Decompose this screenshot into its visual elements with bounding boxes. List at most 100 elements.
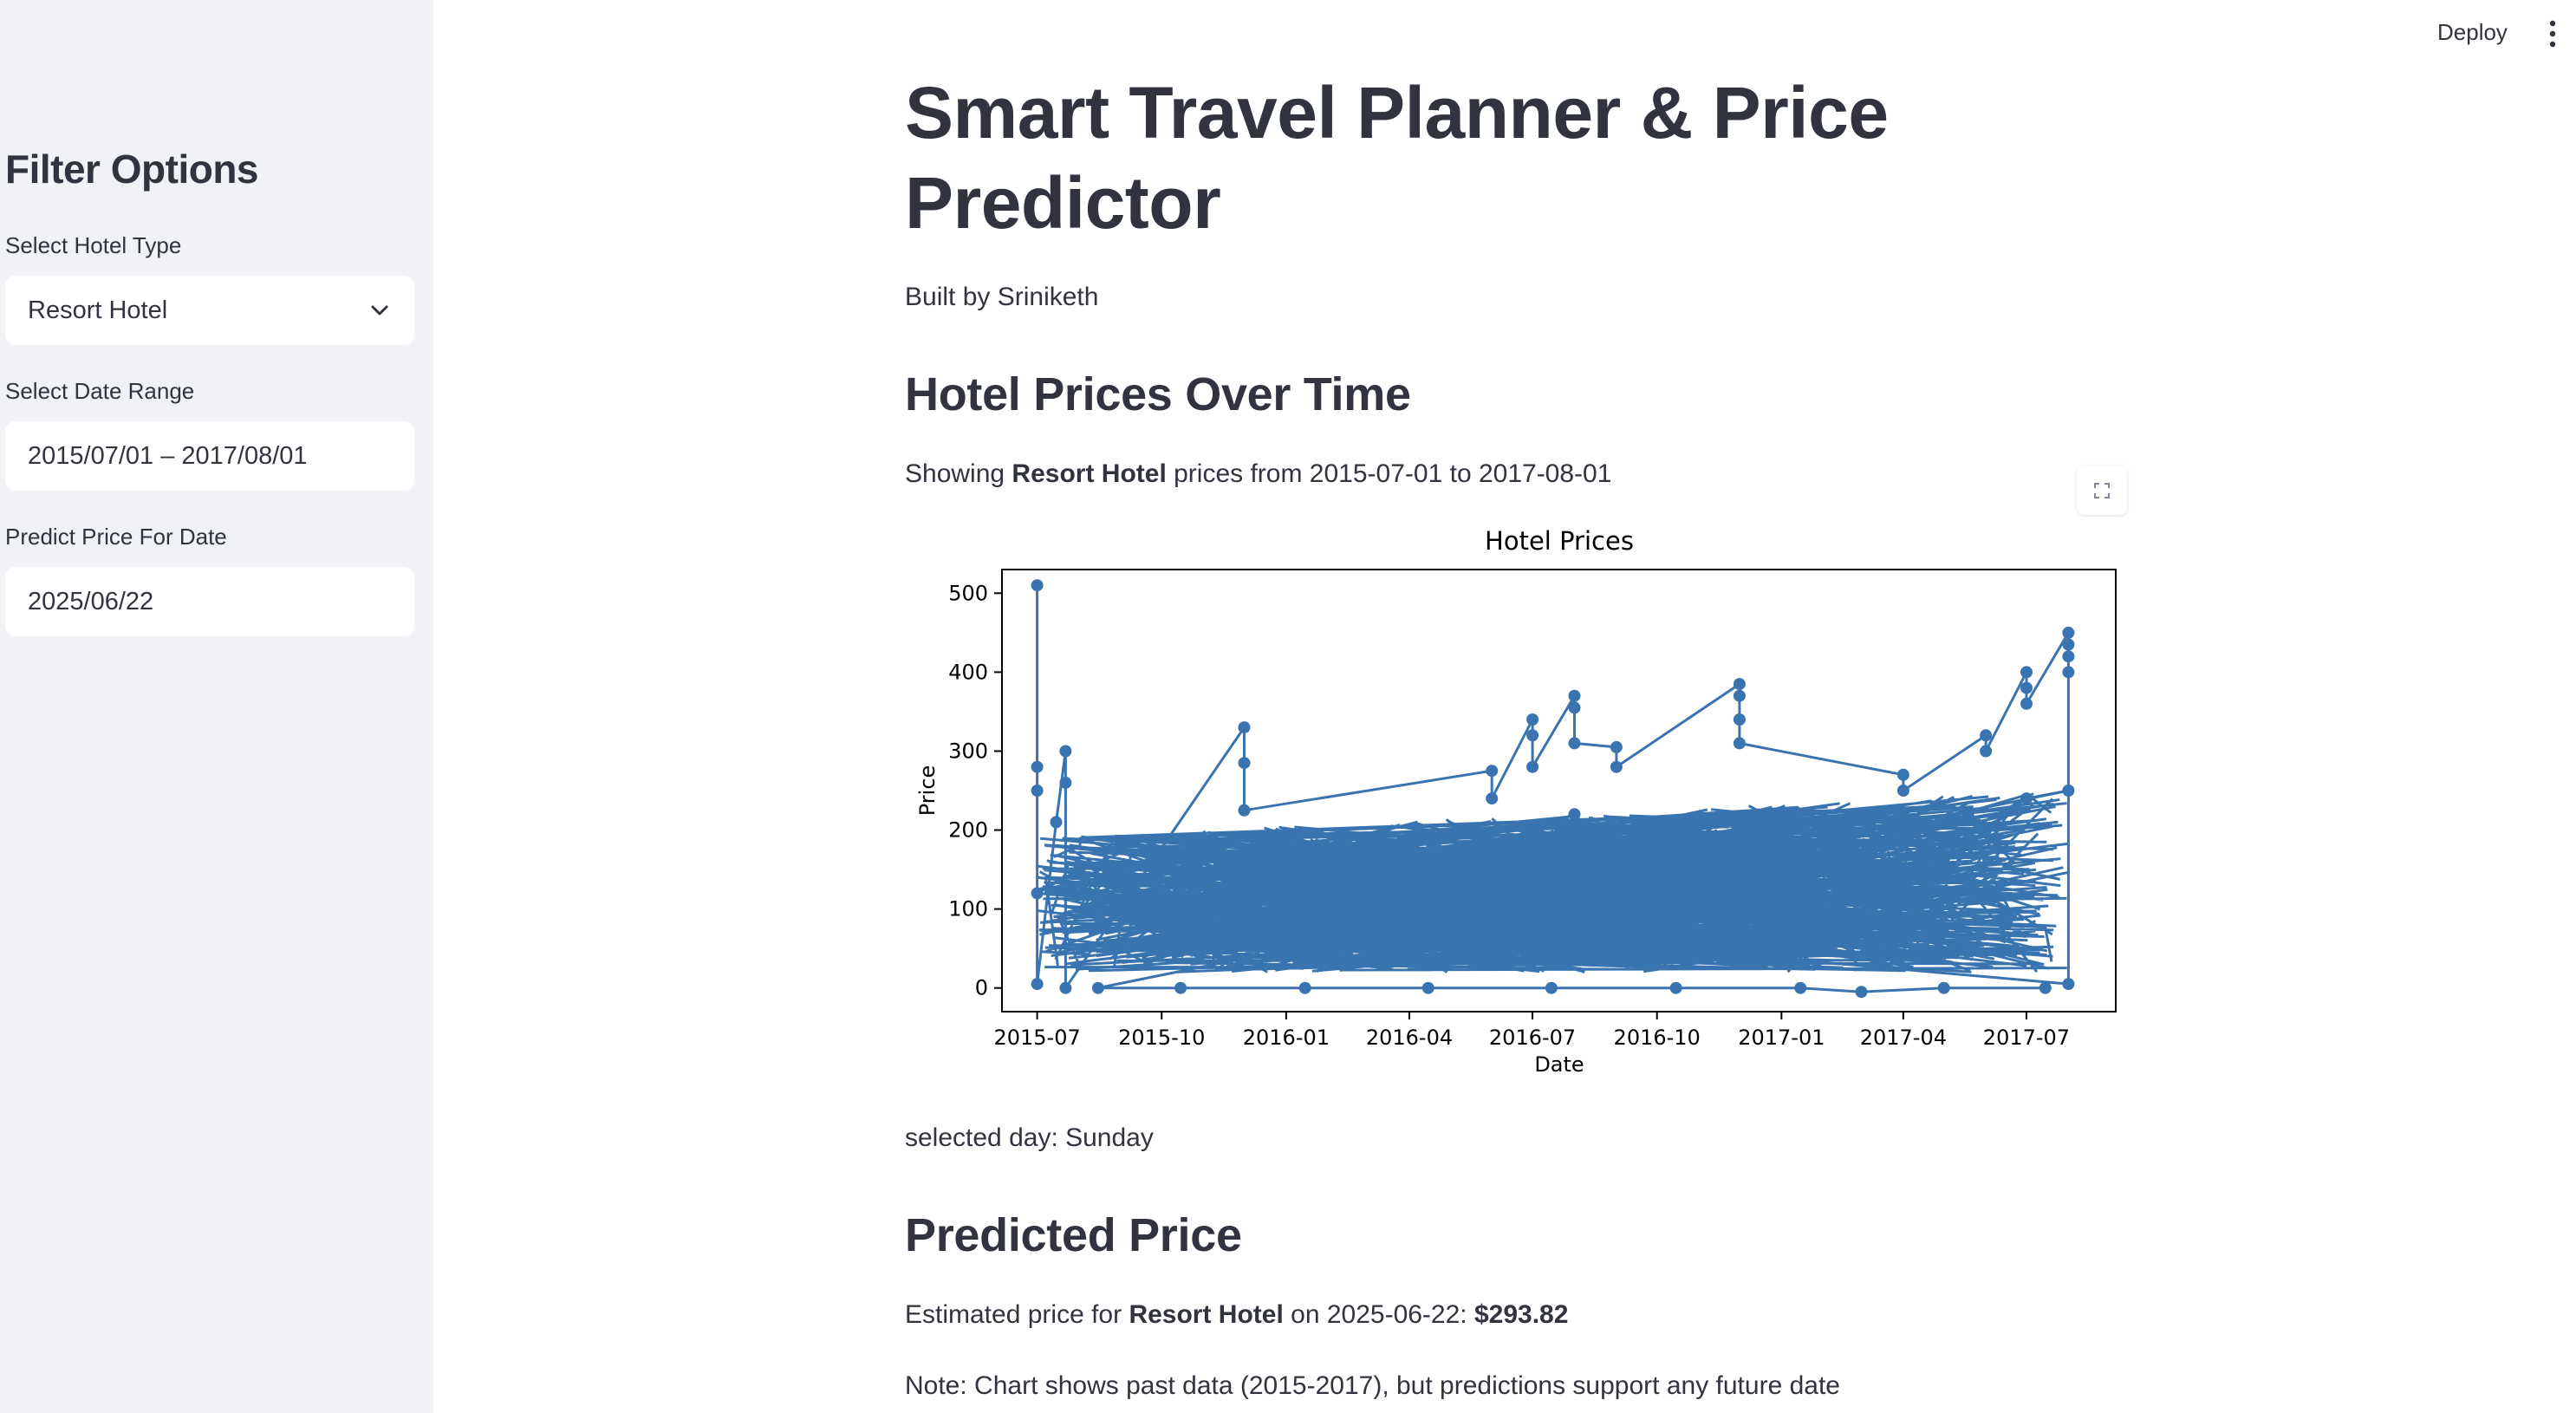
x-tick-label: 2016-10: [1614, 1026, 1701, 1050]
data-point: [1817, 895, 1830, 908]
estimate-price: $293.82: [1473, 1300, 1569, 1329]
data-point: [1091, 981, 1104, 994]
data-point: [1545, 981, 1558, 994]
data-point: [1980, 745, 1993, 758]
section-heading-prices: Hotel Prices Over Time: [905, 368, 1411, 420]
date-range-label: Select Date Range: [5, 378, 195, 404]
y-tick-label: 0: [975, 976, 988, 1000]
estimate-prefix: Estimated price for: [905, 1300, 1129, 1329]
data-point: [1733, 737, 1746, 750]
fullscreen-button[interactable]: [2077, 466, 2127, 515]
data-point: [1693, 910, 1706, 923]
chart-series-line: [1031, 579, 2075, 999]
hotel-type-value: Resort Hotel: [28, 296, 168, 324]
data-point: [1855, 887, 1868, 900]
x-tick-label: 2017-07: [1983, 1026, 2070, 1050]
data-point: [1526, 713, 1539, 726]
x-tick-label: 2016-07: [1489, 1026, 1576, 1050]
x-axis-label: Date: [1534, 1052, 1584, 1077]
x-axis: 2015-07 2015-10 2016-01 2016-04 2016-07 2016-…: [993, 1012, 2070, 1050]
data-point: [2062, 978, 2075, 991]
predict-date-value: 2025/06/22: [28, 587, 154, 615]
data-point: [1896, 785, 1909, 797]
data-point: [1031, 978, 1044, 991]
data-point: [1610, 740, 1623, 753]
x-tick-label: 2015-07: [993, 1026, 1080, 1050]
y-tick-label: 400: [948, 660, 988, 684]
data-point: [1238, 804, 1251, 817]
showing-middle: prices from 2015-07-01 to 2017-08-01: [1166, 459, 1612, 488]
data-point: [1568, 808, 1581, 821]
data-point: [1238, 721, 1251, 734]
data-point: [1610, 760, 1623, 773]
data-point: [1526, 760, 1539, 773]
series-dense-lines: [1037, 792, 2069, 973]
data-point: [1361, 895, 1374, 908]
y-tick-label: 300: [948, 739, 988, 763]
data-point: [1896, 768, 1909, 781]
data-point: [1155, 895, 1168, 908]
data-point: [2020, 697, 2033, 710]
data-point: [1115, 910, 1128, 923]
data-point: [1031, 785, 1044, 797]
chart-frame: [1001, 569, 2117, 1013]
predict-date-label: Predict Price For Date: [5, 524, 227, 550]
x-tick-label: 2016-04: [1366, 1026, 1453, 1050]
data-point: [1279, 918, 1292, 931]
data-point: [1855, 986, 1868, 999]
x-tick-label: 2016-01: [1243, 1026, 1330, 1050]
data-point: [1733, 887, 1746, 900]
data-point: [1896, 863, 1909, 876]
data-point: [2020, 681, 2033, 694]
data-point: [1031, 887, 1044, 900]
estimate-text: Estimated price for Resort Hotel on 2025…: [905, 1300, 1568, 1330]
date-range-input[interactable]: 2015/07/01 – 2017/08/01: [5, 421, 414, 491]
estimate-middle: on 2025-06-22:: [1283, 1300, 1474, 1329]
data-point: [1775, 902, 1788, 915]
data-point: [1421, 981, 1434, 994]
data-point: [1238, 902, 1251, 915]
sidebar: Filter Options Select Hotel Type Resort …: [0, 0, 433, 1413]
data-point: [1650, 895, 1663, 908]
data-point: [2062, 666, 2075, 679]
data-point: [2039, 981, 2052, 994]
data-point: [1937, 856, 1950, 868]
data-point: [1059, 745, 1072, 758]
byline: Built by Sriniketh: [905, 283, 1099, 311]
data-point: [1610, 863, 1623, 876]
selected-day-text: selected day: Sunday: [905, 1123, 1154, 1152]
data-point: [1298, 981, 1311, 994]
data-point: [1403, 902, 1415, 915]
data-point: [1669, 981, 1682, 994]
hotel-type-select[interactable]: Resort Hotel: [5, 276, 414, 345]
chevron-down-icon: [371, 305, 388, 316]
data-point: [1031, 760, 1044, 773]
data-point: [1794, 981, 1807, 994]
predict-date-input[interactable]: 2025/06/22: [5, 567, 414, 636]
showing-prefix: Showing: [905, 459, 1012, 488]
y-tick-label: 200: [948, 818, 988, 843]
data-point: [1059, 776, 1072, 789]
data-point: [1568, 689, 1581, 702]
x-tick-label: 2017-01: [1738, 1026, 1825, 1050]
hotel-type-label: Select Hotel Type: [5, 232, 182, 258]
chart-title: Hotel Prices: [1485, 526, 1634, 556]
data-point: [1174, 981, 1187, 994]
data-point: [1322, 910, 1335, 923]
y-axis: 0 100 200 300 400 500: [948, 581, 1002, 1000]
data-point: [1568, 737, 1581, 750]
kebab-menu-icon[interactable]: [2547, 19, 2559, 49]
x-tick-label: 2017-04: [1860, 1026, 1947, 1050]
showing-text: Showing Resort Hotel prices from 2015-07…: [905, 459, 1611, 489]
data-point: [1733, 689, 1746, 702]
deploy-button[interactable]: Deploy: [2437, 19, 2508, 45]
data-point: [2062, 638, 2075, 651]
data-point: [2062, 626, 2075, 639]
date-range-value: 2015/07/01 – 2017/08/01: [28, 441, 308, 470]
y-tick-label: 500: [948, 581, 988, 605]
data-point: [1238, 757, 1251, 770]
sidebar-heading: Filter Options: [5, 147, 259, 192]
data-point: [2020, 792, 2033, 805]
